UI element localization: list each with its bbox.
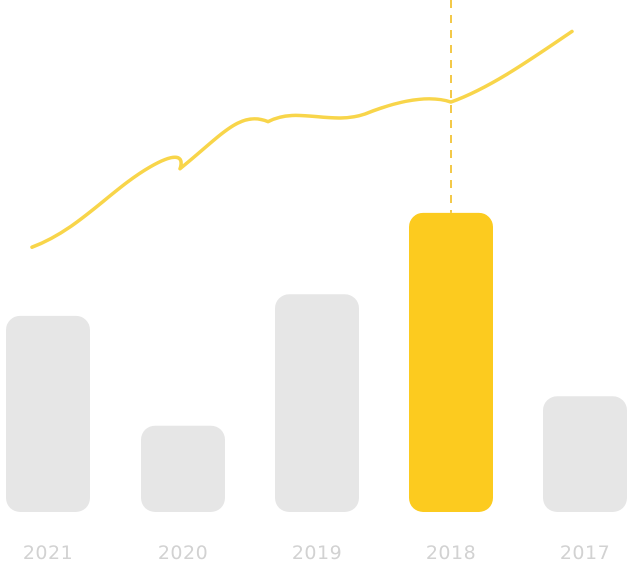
x-tick-label-2021: 2021 [23, 542, 73, 564]
trend-line [30, 29, 574, 249]
x-tick-label-2020: 2020 [158, 542, 208, 564]
bar-2021 [6, 315, 90, 512]
bar-2018-highlighted [409, 212, 493, 512]
x-tick-label-2019: 2019 [292, 542, 342, 564]
trend-line-path [30, 29, 574, 249]
bar-2020 [141, 425, 225, 512]
x-tick-label-2017: 2017 [560, 542, 610, 564]
bars [6, 212, 627, 512]
x-axis-labels: 2021 2020 2019 2018 2017 [23, 542, 610, 564]
bar-2019 [275, 294, 359, 512]
x-tick-label-2018: 2018 [426, 542, 476, 564]
bar-2017 [543, 396, 627, 512]
